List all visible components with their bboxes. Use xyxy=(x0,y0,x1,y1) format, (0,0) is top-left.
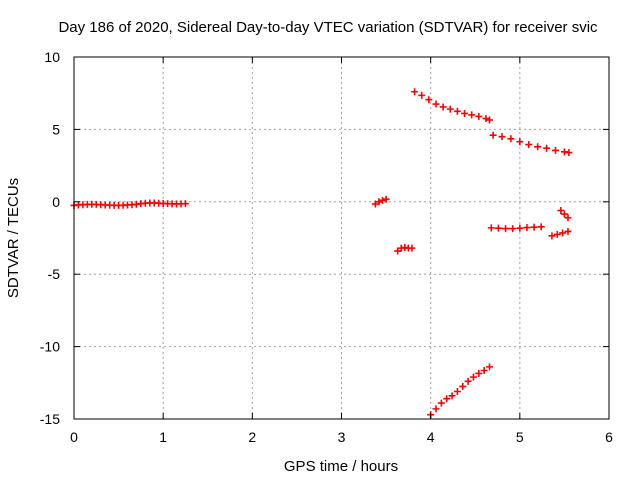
data-point xyxy=(509,225,517,233)
x-axis-label: GPS time / hours xyxy=(284,458,398,475)
y-tick-label: 5 xyxy=(52,121,60,137)
data-point xyxy=(516,138,524,146)
data-point xyxy=(475,112,483,120)
data-point xyxy=(480,366,488,374)
data-point xyxy=(565,149,573,157)
data-point xyxy=(516,224,524,232)
data-point xyxy=(498,133,506,141)
data-point xyxy=(537,223,545,231)
data-point xyxy=(507,135,515,143)
data-point xyxy=(371,200,379,208)
x-tick-label: 5 xyxy=(516,429,524,445)
data-point xyxy=(443,395,451,403)
data-point xyxy=(432,405,440,413)
data-point xyxy=(564,227,572,235)
data-point xyxy=(559,229,567,237)
data-point xyxy=(525,141,533,149)
x-tick-label: 4 xyxy=(427,429,435,445)
data-point xyxy=(382,195,390,203)
data-point xyxy=(487,224,495,232)
data-point xyxy=(469,373,477,381)
data-point xyxy=(379,196,387,204)
data-point xyxy=(418,91,426,99)
data-point xyxy=(411,88,419,96)
data-point xyxy=(432,100,440,108)
data-point xyxy=(553,230,561,238)
y-tick-label: 10 xyxy=(44,49,60,65)
data-point xyxy=(375,198,383,206)
data-point xyxy=(475,369,483,377)
data-point xyxy=(448,392,456,400)
x-tick-label: 6 xyxy=(605,429,613,445)
data-point xyxy=(543,144,551,152)
data-point xyxy=(459,382,467,390)
data-point xyxy=(486,116,494,124)
data-point xyxy=(439,103,447,111)
chart-title: Day 186 of 2020, Sidereal Day-to-day VTE… xyxy=(58,19,598,36)
y-tick-label: -5 xyxy=(48,266,61,282)
y-axis-label: SDTVAR / TECUs xyxy=(5,178,22,298)
x-tick-label: 2 xyxy=(248,429,256,445)
data-point xyxy=(494,224,502,232)
y-tick-label: 0 xyxy=(52,194,60,210)
data-point xyxy=(564,214,572,222)
data-point xyxy=(181,200,189,208)
data-point xyxy=(489,131,497,139)
data-points xyxy=(70,88,573,419)
data-point xyxy=(523,224,531,232)
x-tick-label: 1 xyxy=(159,429,167,445)
data-point xyxy=(486,363,494,371)
data-point xyxy=(557,206,565,214)
x-tick-label: 3 xyxy=(338,429,346,445)
data-point xyxy=(461,109,469,117)
data-point xyxy=(530,223,538,231)
data-point xyxy=(560,210,568,218)
data-point xyxy=(534,143,542,151)
data-point xyxy=(408,244,416,252)
data-point xyxy=(464,377,472,385)
y-tick-label: -10 xyxy=(40,339,60,355)
data-point xyxy=(453,107,461,115)
data-point xyxy=(482,115,490,123)
data-point xyxy=(437,399,445,407)
data-point xyxy=(394,247,402,255)
data-point xyxy=(425,96,433,104)
data-point xyxy=(548,232,556,240)
x-tick-label: 0 xyxy=(70,429,78,445)
y-tick-label: -15 xyxy=(40,411,60,427)
grid xyxy=(74,57,609,419)
data-point xyxy=(453,387,461,395)
ticks: 0 1 2 3 4 5 6 10 5 0 -5 -10 -15 xyxy=(40,49,613,445)
data-point xyxy=(552,146,559,154)
data-point xyxy=(446,105,454,113)
data-point xyxy=(502,225,510,233)
data-point xyxy=(468,111,476,119)
